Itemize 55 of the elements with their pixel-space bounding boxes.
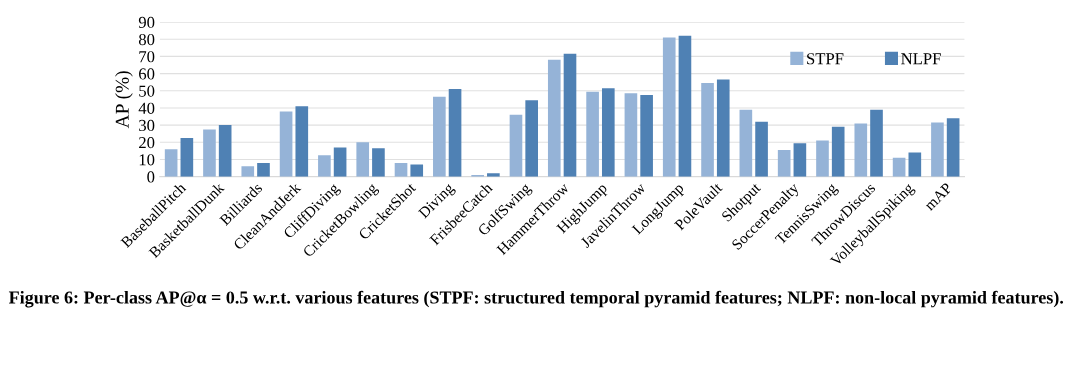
bar bbox=[257, 162, 270, 177]
bar bbox=[218, 125, 232, 177]
bar bbox=[164, 149, 178, 177]
bar bbox=[793, 143, 807, 177]
bar bbox=[318, 155, 331, 177]
bar bbox=[586, 91, 599, 177]
bar bbox=[640, 95, 653, 177]
bar bbox=[946, 118, 960, 177]
y-tick-label: 80 bbox=[138, 33, 155, 46]
bar bbox=[563, 53, 577, 177]
bar bbox=[241, 166, 255, 177]
bar bbox=[739, 109, 753, 177]
bar bbox=[755, 121, 768, 177]
y-tick-label: 50 bbox=[139, 85, 155, 97]
y-tick-label: 20 bbox=[139, 136, 155, 149]
y-tick-label: 70 bbox=[139, 51, 155, 63]
bar bbox=[525, 100, 538, 177]
y-tick-label: 40 bbox=[138, 102, 155, 114]
bar bbox=[487, 173, 500, 177]
y-tick-label: 0 bbox=[147, 171, 155, 183]
y-tick-label: 90 bbox=[138, 16, 155, 29]
y-tick-label: 10 bbox=[139, 154, 155, 166]
y-tick-label: 30 bbox=[139, 119, 155, 132]
bar bbox=[295, 106, 309, 177]
bar bbox=[356, 142, 370, 177]
bar bbox=[203, 129, 216, 177]
bar bbox=[662, 37, 676, 177]
y-tick-label: 60 bbox=[139, 68, 155, 80]
bar bbox=[892, 157, 906, 177]
bar bbox=[601, 88, 615, 177]
caption: Figure 6: Per-class AP@α = 0.5 w.r.t. various features (STPF: structured temporal pyramid features; NLPF: non-local pyramid features). bbox=[8, 290, 1064, 308]
bar bbox=[931, 122, 944, 177]
bar bbox=[180, 138, 194, 177]
legend-label: STPF bbox=[807, 53, 844, 65]
bar bbox=[279, 111, 293, 177]
bar bbox=[716, 79, 730, 177]
bar bbox=[372, 148, 385, 177]
bar bbox=[410, 164, 424, 177]
bar bbox=[333, 147, 347, 177]
legend-label: NLPF bbox=[901, 53, 941, 65]
bar bbox=[624, 93, 638, 177]
bar bbox=[448, 89, 462, 177]
bar bbox=[394, 162, 408, 177]
bar bbox=[509, 114, 523, 177]
bar bbox=[908, 152, 922, 177]
bar bbox=[547, 59, 561, 177]
bar bbox=[701, 83, 714, 177]
bar bbox=[816, 140, 829, 177]
bar bbox=[433, 96, 446, 177]
bar bbox=[777, 150, 791, 177]
bar bbox=[854, 123, 868, 177]
bar bbox=[870, 109, 883, 177]
y-axis-title: AP (%) bbox=[115, 71, 133, 129]
bar bbox=[831, 126, 845, 177]
bar bbox=[678, 35, 692, 177]
